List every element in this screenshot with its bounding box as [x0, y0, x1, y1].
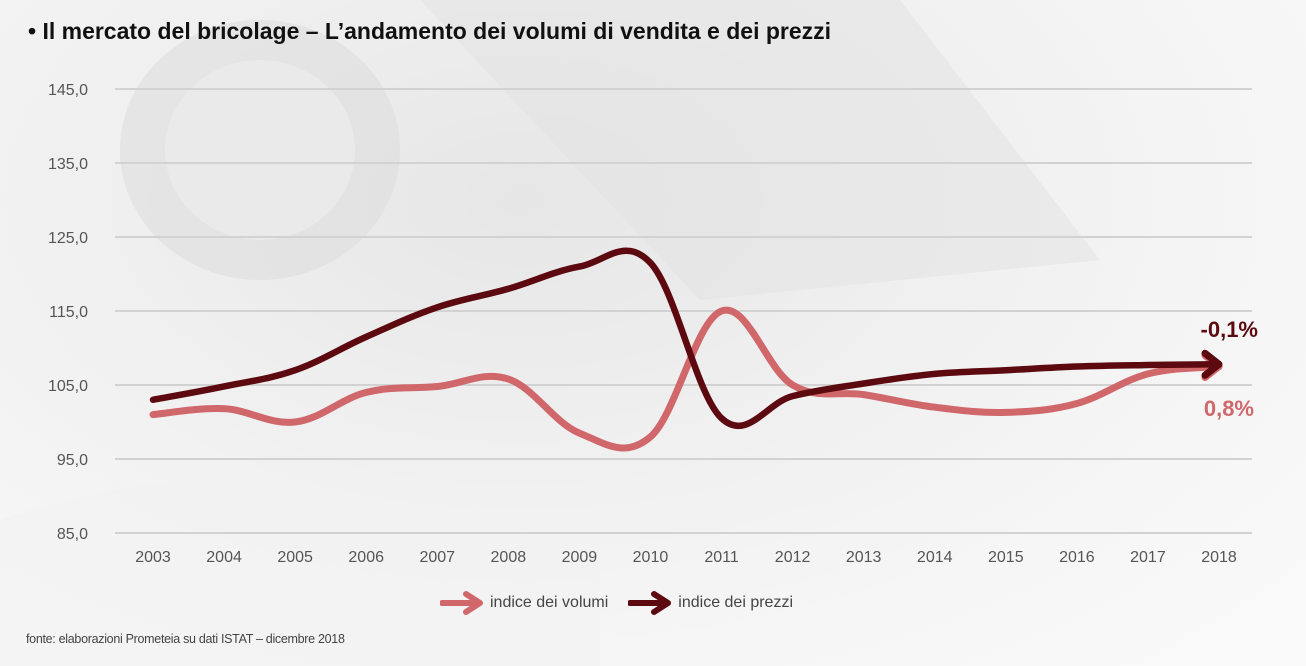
y-tick-label: 95,0 [57, 452, 88, 469]
x-tick-label: 2003 [135, 549, 171, 566]
x-tick-label: 2012 [775, 549, 811, 566]
annotation-prezzi: -0,1% [1201, 317, 1258, 342]
gridlines [115, 88, 1252, 534]
y-axis-ticks: 145,0 135,0 125,0 115,0 105,0 95,0 85,0 [48, 82, 88, 543]
arrow-icon [440, 591, 483, 615]
x-tick-label: 2013 [846, 549, 882, 566]
legend-label-volumi: indice dei volumi [490, 594, 609, 611]
annotation-volumi: 0,8% [1204, 396, 1254, 421]
legend-item-prezzi: indice dei prezzi [628, 590, 793, 616]
arrow-icon [628, 591, 672, 615]
x-axis-ticks: 2003 2004 2005 2006 2007 2008 2009 2010 2011 2012… [135, 549, 1237, 566]
x-tick-label: 2004 [206, 549, 242, 566]
source-note: fonte: elaborazioni Prometeia su dati IS… [26, 632, 345, 646]
y-tick-label: 85,0 [57, 526, 88, 543]
x-tick-label: 2009 [562, 549, 598, 566]
line-volumi [149, 306, 1223, 452]
series-prezzi [149, 247, 1223, 429]
y-tick-label: 105,0 [48, 378, 88, 395]
series-volumi [149, 306, 1223, 452]
y-tick-label: 115,0 [49, 304, 88, 321]
y-tick-label: 145,0 [48, 82, 88, 99]
x-tick-label: 2017 [1130, 549, 1166, 566]
chart-title: • Il mercato del bricolage – L’andamento… [28, 18, 832, 44]
x-tick-label: 2018 [1201, 549, 1237, 566]
x-tick-label: 2014 [917, 549, 953, 566]
x-tick-label: 2015 [988, 549, 1024, 566]
x-tick-label: 2016 [1059, 549, 1095, 566]
y-tick-label: 135,0 [48, 156, 88, 173]
x-tick-label: 2006 [348, 549, 384, 566]
legend-item-volumi: indice dei volumi [440, 590, 608, 616]
legend: indice dei volumi indice dei prezzi [440, 590, 793, 616]
series-lines [149, 247, 1223, 452]
line-prezzi [149, 247, 1223, 429]
y-tick-label: 125,0 [48, 230, 88, 247]
legend-label-prezzi: indice dei prezzi [678, 594, 794, 611]
x-tick-label: 2011 [704, 549, 739, 566]
arrowhead-prezzi [1201, 349, 1223, 379]
x-tick-label: 2010 [633, 549, 669, 566]
x-tick-label: 2008 [491, 549, 527, 566]
x-tick-label: 2005 [277, 549, 313, 566]
x-tick-label: 2007 [419, 549, 455, 566]
